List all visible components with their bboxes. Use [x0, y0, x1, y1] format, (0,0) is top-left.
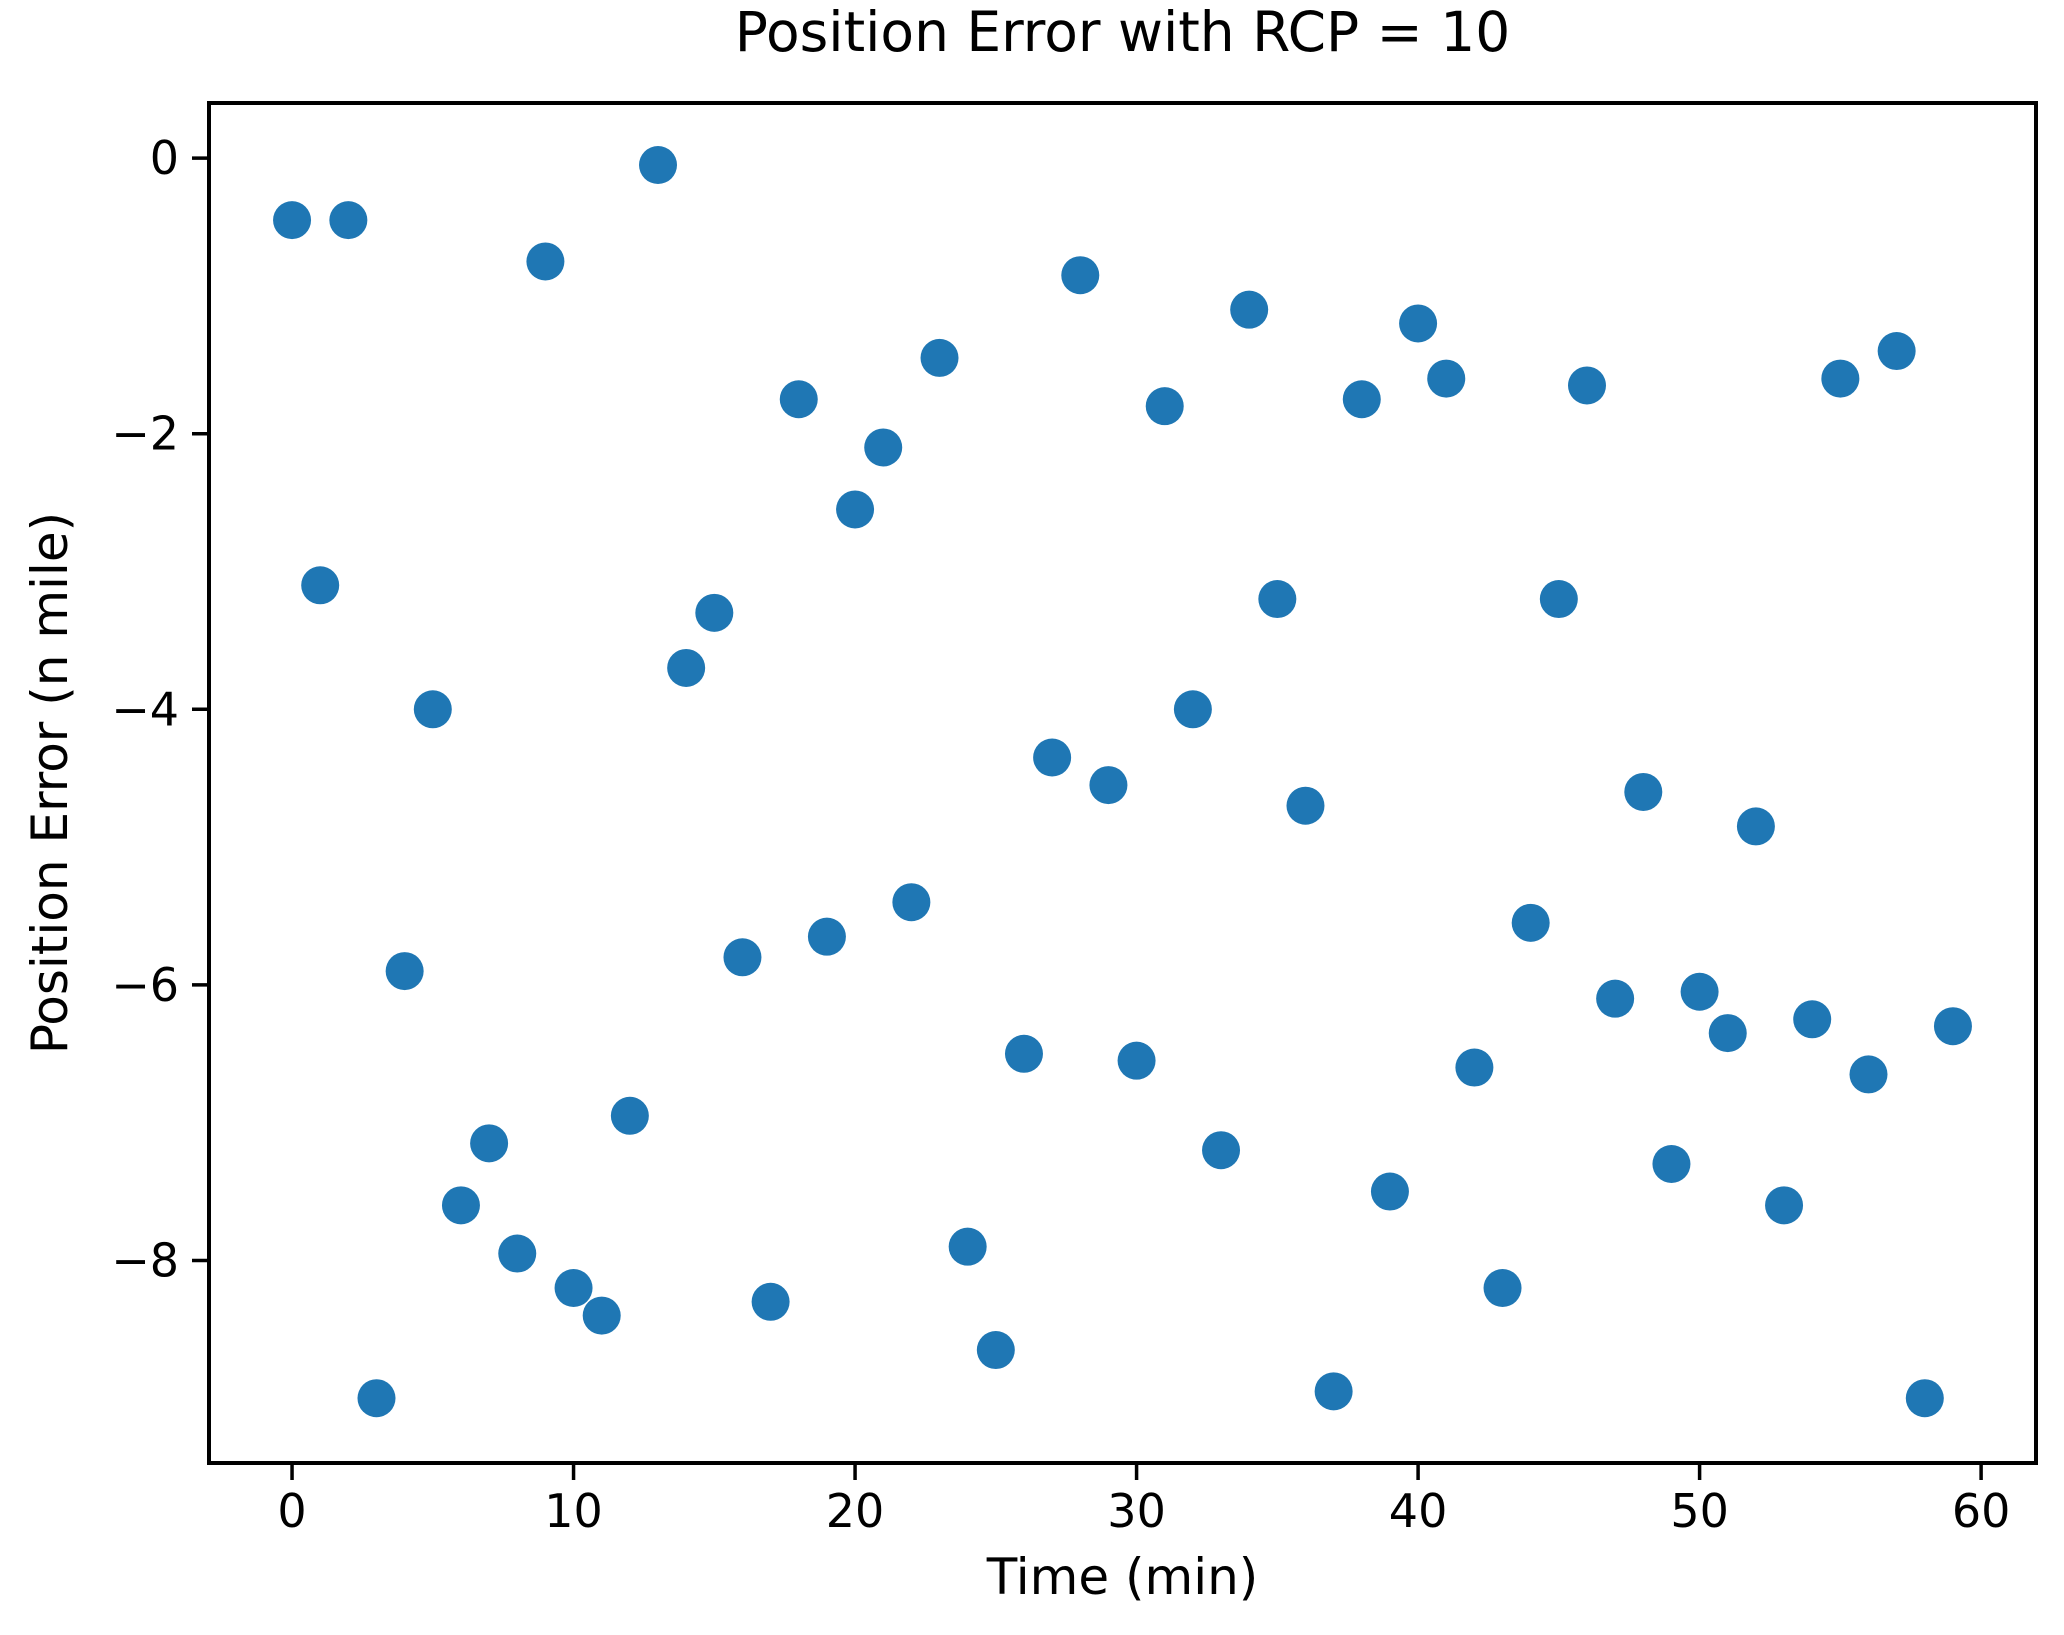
data-point [1342, 380, 1381, 419]
data-point [1089, 766, 1128, 805]
y-tick-label: −2 [111, 407, 179, 461]
data-point [1877, 332, 1916, 371]
data-point [920, 338, 959, 377]
x-tick-label: 10 [544, 1484, 603, 1538]
x-tick-label: 30 [1107, 1484, 1166, 1538]
data-point [1370, 1172, 1409, 1211]
x-tick-label: 0 [277, 1484, 306, 1538]
x-tick-label: 40 [1389, 1484, 1448, 1538]
data-point [498, 1234, 537, 1273]
data-point [1793, 1000, 1832, 1039]
data-point [751, 1282, 790, 1321]
data-point [1511, 903, 1550, 942]
data-point [1202, 1131, 1241, 1170]
data-point [1258, 580, 1297, 619]
chart-title: Position Error with RCP = 10 [734, 0, 1511, 64]
data-point [1539, 580, 1578, 619]
data-point [667, 648, 706, 687]
y-tick-label: −8 [111, 1233, 179, 1287]
data-point [1680, 972, 1719, 1011]
x-tick-label: 60 [1952, 1484, 2011, 1538]
data-point [1821, 359, 1860, 398]
data-point [413, 690, 452, 729]
data-point [1117, 1041, 1156, 1080]
data-point [836, 490, 875, 529]
data-point [1483, 1269, 1522, 1308]
data-point [723, 938, 762, 977]
data-point [1736, 807, 1775, 846]
data-point [1567, 366, 1606, 405]
data-point [1286, 786, 1325, 825]
data-point [554, 1269, 593, 1308]
data-point [582, 1296, 621, 1335]
y-tick-label: −4 [111, 682, 179, 736]
data-point [1314, 1372, 1353, 1411]
data-point [1765, 1186, 1804, 1225]
data-point [1708, 1014, 1747, 1053]
data-point [1624, 772, 1663, 811]
data-point [610, 1096, 649, 1135]
data-point [948, 1227, 987, 1266]
data-point [357, 1379, 396, 1418]
data-point [1849, 1055, 1888, 1094]
data-point [639, 146, 678, 185]
data-point [976, 1331, 1015, 1370]
data-point [301, 566, 340, 605]
data-point [273, 201, 312, 240]
data-point [441, 1186, 480, 1225]
data-point [526, 242, 565, 281]
x-axis-label: Time (min) [986, 1548, 1259, 1606]
data-point [1455, 1048, 1494, 1087]
data-point [1061, 256, 1100, 295]
data-point [1905, 1379, 1944, 1418]
data-point [470, 1124, 509, 1163]
data-point [1399, 304, 1438, 343]
data-point [1033, 738, 1072, 777]
data-point [892, 883, 931, 922]
y-tick-label: 0 [150, 131, 179, 185]
data-point [1652, 1144, 1691, 1183]
data-point [807, 917, 846, 956]
data-point [1427, 359, 1466, 398]
y-tick-label: −6 [111, 958, 179, 1012]
data-point [1173, 690, 1212, 729]
data-point [1230, 290, 1269, 329]
x-tick-label: 20 [826, 1484, 885, 1538]
data-point [329, 201, 368, 240]
data-point [1004, 1034, 1043, 1073]
data-point [695, 593, 734, 632]
data-point [779, 380, 818, 419]
data-point [1145, 387, 1184, 426]
x-tick-label: 50 [1670, 1484, 1729, 1538]
axes-spines [207, 101, 2038, 1465]
data-point [1596, 979, 1635, 1018]
data-point [385, 952, 424, 991]
data-point [864, 428, 903, 467]
data-point [1933, 1007, 1972, 1046]
